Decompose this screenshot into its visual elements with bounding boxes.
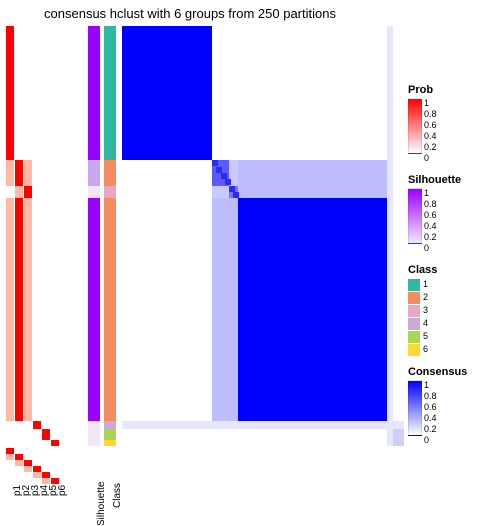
- class-seg-5: [104, 429, 116, 440]
- heatmap-block: [387, 26, 393, 446]
- prob-col-p4: [33, 26, 41, 446]
- axis-label-class: Class: [112, 483, 123, 508]
- class-seg-4: [104, 421, 116, 429]
- prob-col-p3: [24, 26, 32, 446]
- page-title: consensus hclust with 6 groups from 250 …: [0, 6, 380, 21]
- class-column: [104, 26, 116, 446]
- class-seg-1: [104, 26, 116, 160]
- legend-consensus: Consensus10.80.60.40.20: [408, 366, 500, 446]
- class-seg-2: [104, 160, 116, 185]
- class-seg-6: [104, 440, 116, 446]
- prob-columns: [6, 26, 60, 446]
- legend-prob: Prob10.80.60.40.20: [408, 84, 500, 164]
- prob-col-p5: [42, 26, 50, 446]
- heatmap-block: [122, 26, 212, 160]
- legend-class: Class123456: [408, 264, 500, 356]
- silhouette-column: [88, 26, 100, 446]
- legend-area: Prob10.80.60.40.20 Silhouette10.80.60.40.…: [408, 84, 500, 456]
- prob-diag-6: [51, 478, 59, 484]
- prob-col-p6: [51, 26, 59, 446]
- heatmap-block: [238, 198, 387, 421]
- consensus-heatmap: [122, 26, 404, 446]
- plot-area: p1p2p3p4p5p6SilhouetteClass: [6, 26, 406, 456]
- axis-label-p6: p6: [57, 485, 68, 496]
- legend-silhouette: Silhouette10.80.60.40.20: [408, 174, 500, 254]
- prob-col-p2: [15, 26, 23, 446]
- prob-col-p1: [6, 26, 14, 446]
- class-seg-2: [104, 198, 116, 421]
- class-seg-3: [104, 186, 116, 199]
- heatmap-block: [122, 421, 404, 429]
